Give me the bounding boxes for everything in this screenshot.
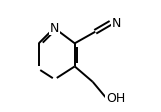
Text: OH: OH <box>106 91 125 104</box>
Text: N: N <box>111 17 121 30</box>
Text: N: N <box>50 22 59 35</box>
